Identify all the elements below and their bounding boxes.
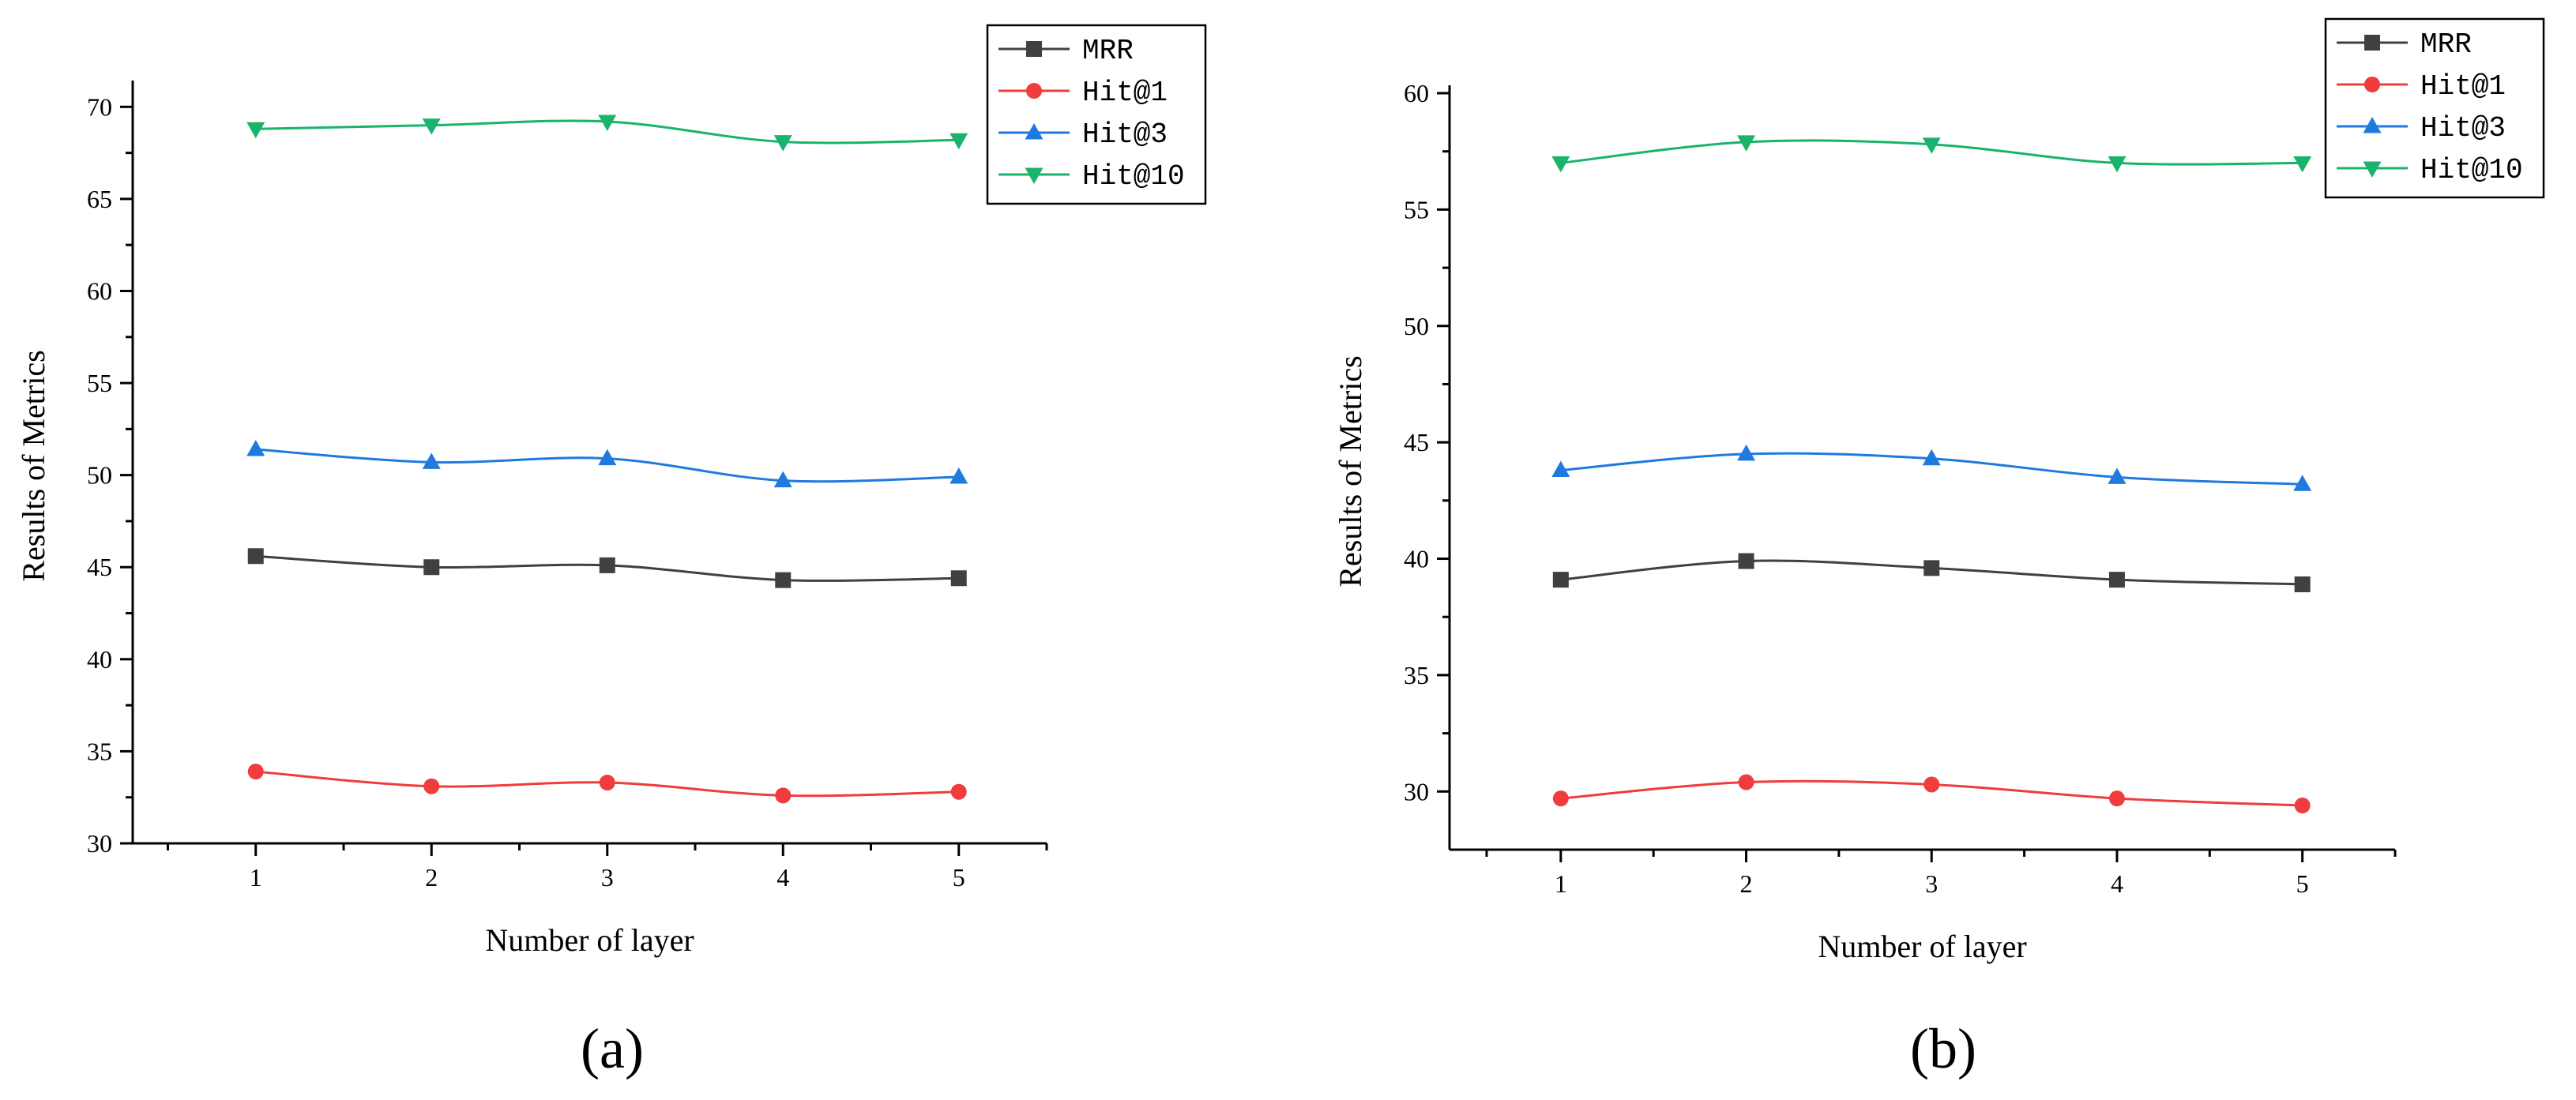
- data-point-hit1: [1924, 776, 1940, 793]
- data-point-hit10: [1737, 135, 1756, 152]
- data-point-hit1: [2108, 790, 2125, 807]
- data-point-hit3: [773, 471, 792, 488]
- legend-label: Hit@1: [1082, 77, 1168, 109]
- legend-marker: [1025, 167, 1044, 184]
- legend-label: Hit@3: [1082, 118, 1168, 151]
- legend-marker: [2364, 35, 2380, 51]
- data-point-hit3: [950, 467, 968, 484]
- x-tick-label: 2: [1740, 869, 1753, 898]
- legend-marker: [1026, 83, 1042, 99]
- y-tick-label: 30: [87, 829, 112, 858]
- data-point-hit10: [1551, 156, 1570, 173]
- x-tick-label: 1: [1555, 869, 1567, 898]
- legend: MRR Hit@1 Hit@3 Hit@10: [986, 24, 1207, 205]
- legend-label: MRR: [1082, 35, 1134, 67]
- data-point-hit10: [1922, 137, 1941, 154]
- data-point-mrr: [423, 559, 440, 576]
- y-tick-label: 40: [1404, 545, 1429, 573]
- panel-label: (b): [1910, 1017, 1976, 1080]
- data-point-mrr: [775, 572, 792, 588]
- legend-marker: [1025, 123, 1044, 140]
- data-point-mrr: [247, 548, 264, 565]
- x-tick-label: 5: [953, 863, 965, 892]
- data-point-hit1: [2294, 797, 2311, 813]
- x-tick-label: 3: [1925, 869, 1938, 898]
- data-point-hit1: [1738, 774, 1754, 790]
- data-point-hit3: [2293, 475, 2312, 491]
- data-point-hit10: [950, 133, 968, 150]
- legend-label: Hit@1: [2420, 70, 2506, 103]
- data-point-hit1: [599, 775, 615, 791]
- legend-marker: [2363, 161, 2382, 178]
- legend-label: Hit@10: [2420, 154, 2523, 186]
- data-point-hit3: [2108, 467, 2127, 484]
- data-point-mrr: [1738, 553, 1754, 569]
- data-point-hit1: [423, 778, 440, 794]
- y-tick-label: 70: [87, 92, 112, 121]
- data-point-mrr: [950, 570, 967, 587]
- y-tick-label: 60: [1404, 79, 1429, 107]
- x-axis-title: Number of layer: [1818, 929, 2026, 964]
- y-tick-label: 35: [1404, 661, 1429, 689]
- y-axis-title: Results of Metrics: [16, 350, 51, 581]
- data-point-hit10: [2108, 156, 2127, 173]
- data-point-hit1: [247, 764, 264, 780]
- x-tick-label: 1: [250, 863, 262, 892]
- data-point-hit1: [950, 783, 967, 800]
- panel-label: (a): [581, 1017, 644, 1080]
- y-tick-label: 30: [1404, 777, 1429, 805]
- data-point-hit1: [775, 787, 792, 804]
- data-point-mrr: [599, 557, 615, 573]
- legend-label: Hit@3: [2420, 112, 2506, 145]
- data-point-hit3: [1922, 449, 1941, 466]
- legend-marker: [1026, 41, 1042, 57]
- x-tick-label: 3: [601, 863, 614, 892]
- y-tick-label: 50: [1404, 312, 1429, 340]
- data-point-mrr: [2294, 576, 2311, 592]
- data-point-hit3: [1551, 460, 1570, 478]
- data-point-hit1: [1552, 790, 1569, 807]
- data-point-hit3: [422, 452, 441, 469]
- legend-label: Hit@10: [1082, 160, 1185, 193]
- legend-marker: [2364, 77, 2380, 92]
- y-tick-label: 40: [87, 645, 112, 674]
- y-tick-label: 55: [1404, 195, 1429, 223]
- data-point-hit3: [598, 449, 617, 466]
- y-tick-label: 50: [87, 461, 112, 490]
- x-axis-title: Number of layer: [485, 922, 694, 958]
- data-point-hit10: [2293, 156, 2312, 173]
- legend-marker: [2363, 117, 2382, 133]
- x-tick-label: 4: [2111, 869, 2123, 898]
- y-tick-label: 65: [87, 185, 112, 213]
- data-point-mrr: [1924, 560, 1940, 576]
- data-point-hit10: [246, 122, 265, 139]
- data-point-hit3: [246, 440, 265, 456]
- data-point-hit10: [422, 118, 441, 135]
- data-point-mrr: [1552, 572, 1569, 588]
- legend: MRR Hit@1 Hit@3 Hit@10: [2324, 17, 2545, 199]
- y-tick-label: 35: [87, 737, 112, 765]
- y-tick-label: 60: [87, 276, 112, 305]
- y-tick-label: 45: [1404, 428, 1429, 456]
- data-point-hit10: [598, 115, 617, 131]
- legend-label: MRR: [2420, 28, 2472, 61]
- y-tick-label: 45: [87, 553, 112, 581]
- data-point-hit3: [1737, 444, 1756, 461]
- data-point-mrr: [2108, 572, 2125, 588]
- data-point-hit10: [773, 135, 792, 152]
- x-tick-label: 5: [2296, 869, 2309, 898]
- x-tick-label: 2: [425, 863, 438, 892]
- y-axis-title: Results of Metrics: [1333, 355, 1368, 587]
- y-tick-label: 55: [87, 369, 112, 397]
- x-tick-label: 4: [777, 863, 789, 892]
